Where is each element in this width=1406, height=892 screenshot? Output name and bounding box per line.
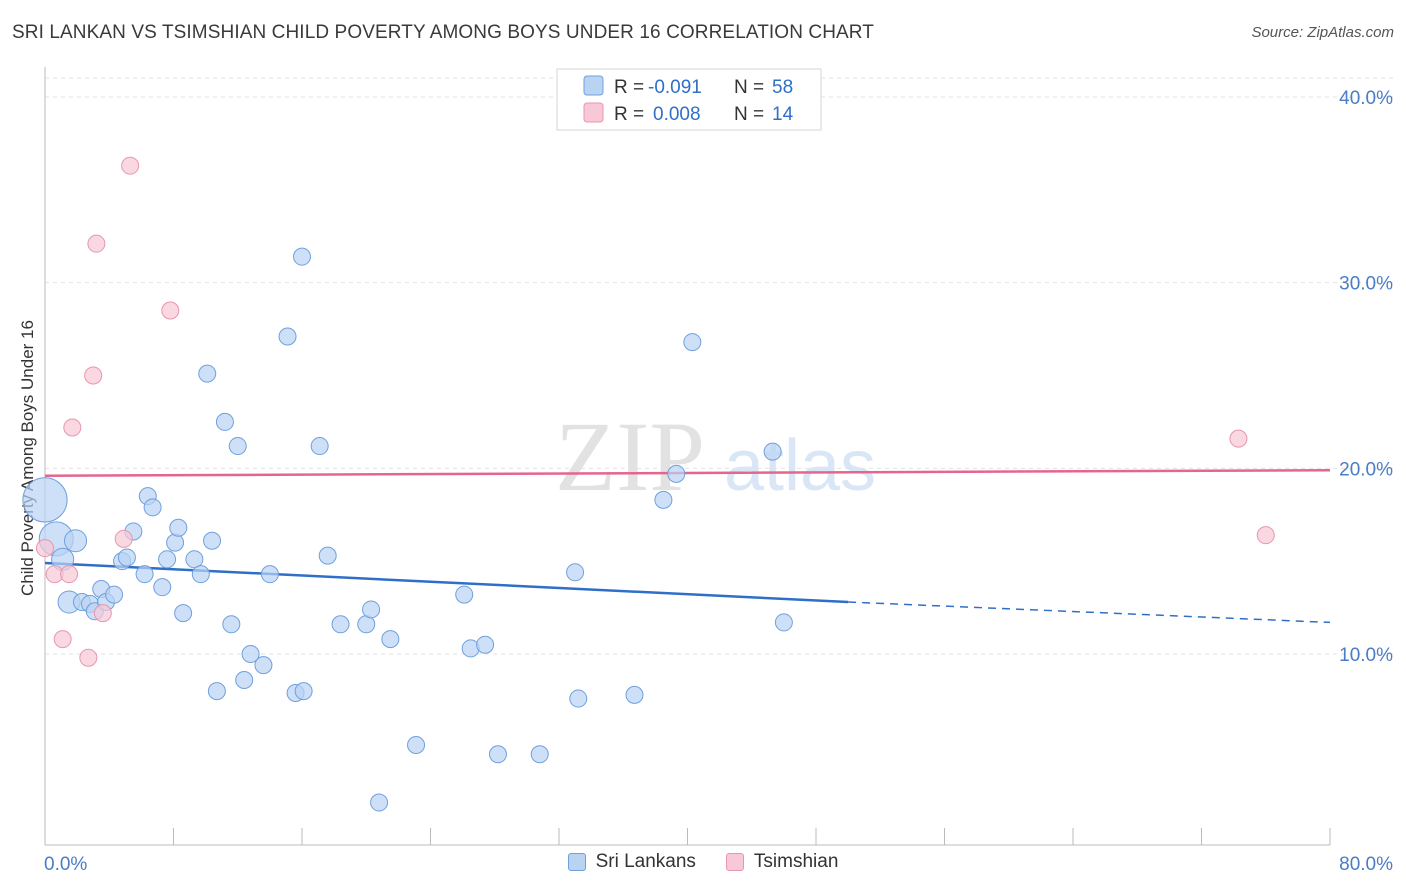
legend-swatch-tsimshian — [725, 853, 744, 871]
sri-lankans-point — [185, 550, 204, 569]
x-tick-label: 0.0% — [44, 854, 87, 875]
sri-lankans-point — [667, 464, 686, 483]
sri-lankans-point — [654, 490, 673, 509]
sri-lankans-point — [530, 745, 549, 764]
sri-lankans-point — [143, 498, 162, 517]
stats-legend-r-value: 0.008 — [653, 104, 701, 125]
bottom-legend: Sri Lankans Tsimshian — [0, 851, 1406, 873]
sri-lankans-trend-extension — [848, 601, 1331, 624]
sri-lankans-trend-line — [44, 561, 849, 604]
sri-lankans-point — [166, 533, 185, 552]
trend-lines — [44, 468, 1331, 624]
sri-lankans-point — [228, 437, 247, 456]
sri-lankans-point — [169, 518, 188, 537]
y-tick-label: 10.0% — [1339, 645, 1393, 666]
sri-lankans-point — [153, 578, 172, 597]
sri-lankans-point — [135, 565, 154, 584]
legend-item-sri-lankans: Sri Lankans — [567, 851, 696, 873]
legend-swatch-sri-lankans — [567, 853, 586, 871]
tsimshian-point — [53, 630, 72, 649]
sri-lankans-point — [331, 615, 350, 634]
y-tick-label: 20.0% — [1339, 459, 1393, 480]
sri-lankans-point — [174, 604, 193, 623]
tsimshian-point — [93, 604, 112, 623]
sri-lankans-point — [566, 563, 585, 582]
sri-lankans-point — [370, 793, 389, 812]
sri-lankans-point — [235, 670, 254, 689]
stats-legend-r-label: R = — [614, 77, 644, 98]
sri-lankans-point — [455, 585, 474, 604]
tsimshian-point — [1256, 526, 1275, 545]
stats-legend-n-value: 58 — [772, 77, 793, 98]
sri-lankans-point — [260, 565, 279, 584]
tsimshian-point — [114, 529, 133, 548]
tick-labels: 10.0% 20.0% 30.0% 40.0% 0.0% 80.0% — [44, 88, 1393, 875]
y-tick-label: 30.0% — [1339, 274, 1393, 295]
sri-lankans-point — [158, 550, 177, 569]
tsimshian-point — [87, 234, 106, 253]
tsimshian-point — [36, 539, 54, 558]
tsimshian-point — [84, 366, 103, 385]
stats-legend: R = -0.091 N = 58 R = 0.008 N = 14 — [556, 68, 822, 131]
source-label: Source: ZipAtlas.com — [1251, 24, 1394, 41]
sri-lankans-point — [191, 565, 210, 584]
y-tick-label: 40.0% — [1339, 88, 1393, 109]
sri-lankans-point — [683, 333, 702, 352]
gridlines — [45, 77, 1395, 655]
sri-lankans-point — [198, 364, 217, 383]
sri-lankans-point — [293, 247, 311, 266]
sri-lankans-point — [318, 546, 337, 565]
sri-lankans-point — [381, 630, 400, 649]
sri-lankans-point — [215, 412, 234, 431]
watermark-zip: ZIP — [555, 401, 705, 512]
tsimshian-point — [121, 156, 140, 175]
watermark-atlas: atlas — [724, 426, 876, 506]
stats-legend-swatch-tsimshian — [583, 102, 604, 123]
sri-lankans-point — [203, 531, 222, 550]
sri-lankans-point — [362, 600, 381, 619]
x-tick-label: 80.0% — [1339, 854, 1393, 875]
chart-title: SRI LANKAN VS TSIMSHIAN CHILD POVERTY AM… — [12, 22, 874, 43]
legend-item-tsimshian: Tsimshian — [725, 851, 839, 873]
tsimshian-point — [63, 418, 82, 437]
tsimshian-point — [60, 565, 79, 584]
sri-lankans-point — [63, 529, 88, 553]
tsimshian-point — [1229, 429, 1248, 448]
tsimshian-trend-line — [44, 468, 1331, 478]
sri-lankans-point — [774, 613, 793, 632]
sri-lankans-point — [569, 689, 588, 708]
stats-legend-r-value: -0.091 — [648, 77, 702, 98]
sri-lankans-point — [763, 442, 782, 461]
data-points — [22, 156, 1275, 812]
sri-lankans-point — [22, 477, 68, 523]
sri-lankans-point — [207, 682, 226, 701]
axes — [44, 67, 1331, 846]
legend-label-tsimshian: Tsimshian — [753, 851, 839, 872]
stats-legend-n-value: 14 — [772, 104, 794, 125]
sri-lankans-point — [241, 645, 260, 663]
legend-label-sri-lankans: Sri Lankans — [595, 851, 696, 872]
sri-lankans-point — [476, 635, 495, 654]
stats-legend-swatch-sri-lankans — [583, 75, 604, 96]
sri-lankans-point — [278, 327, 297, 346]
sri-lankans-point — [407, 735, 426, 754]
sri-lankans-point — [488, 745, 507, 764]
sri-lankans-point — [117, 548, 136, 567]
sri-lankans-point — [105, 585, 124, 604]
sri-lankans-point — [294, 682, 313, 701]
stats-legend-n-label: N = — [734, 77, 764, 98]
sri-lankans-point — [625, 685, 644, 704]
stats-legend-n-label: N = — [734, 104, 764, 125]
stats-legend-r-label: R = — [614, 104, 644, 125]
tsimshian-point — [161, 301, 180, 320]
sri-lankans-point — [310, 437, 329, 456]
tsimshian-point — [79, 648, 98, 667]
sri-lankans-point — [254, 656, 273, 675]
sri-lankans-point — [222, 615, 241, 634]
